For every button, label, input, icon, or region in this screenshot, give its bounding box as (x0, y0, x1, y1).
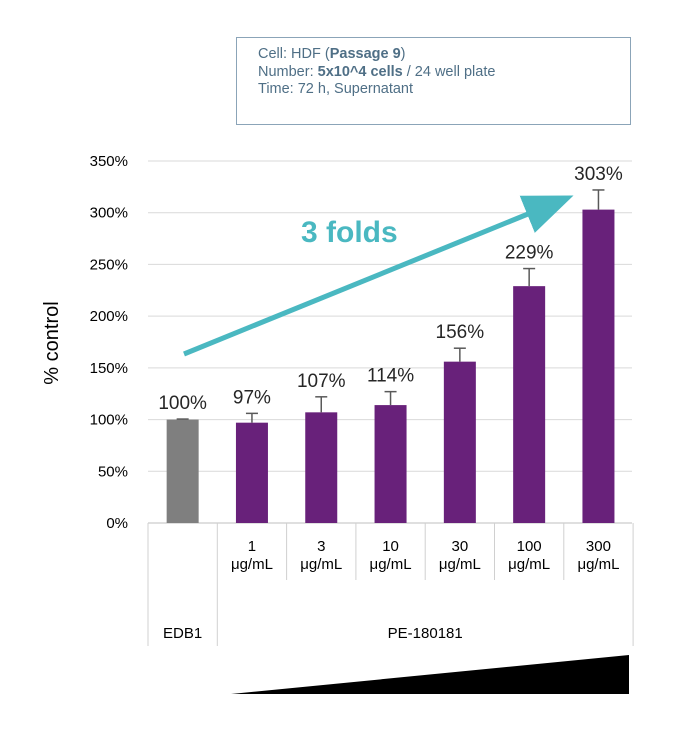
y-tick-label: 150% (90, 360, 128, 377)
info-line-time: Time: 72 h, Supernatant (258, 81, 414, 97)
x-tick-label: 30 (452, 538, 469, 555)
data-label: 229% (505, 243, 554, 264)
bar (443, 361, 476, 523)
bar (513, 286, 546, 523)
bar (305, 412, 338, 523)
info-line-number: Number: 5x10^4 cells / 24 well plate (258, 63, 496, 80)
data-label: 97% (233, 387, 271, 408)
x-tick-label: μg/mL (370, 556, 412, 573)
y-tick-labels: 0% 50% 100% 150% 200% 250% 300% 350% (90, 153, 128, 532)
x-tick-label: μg/mL (231, 556, 273, 573)
concentration-gradient-wedge (231, 655, 629, 694)
x-tick-label: μg/mL (577, 556, 619, 573)
data-label: 107% (297, 371, 346, 392)
x-tick-label: 1 (248, 538, 256, 555)
data-label: 303% (574, 164, 623, 185)
error-bars (176, 189, 605, 423)
y-tick-label: 0% (106, 515, 128, 532)
y-axis-label: % control (41, 301, 63, 384)
x-tick-label: 10 (382, 538, 399, 555)
info-line-cell: Cell: HDF (Passage 9) (258, 46, 406, 62)
trend-arrow (183, 195, 574, 357)
gridlines (148, 160, 632, 524)
fold-annotation: 3 folds (301, 216, 398, 249)
bar (166, 419, 199, 523)
bar (582, 209, 615, 523)
data-label: 114% (367, 366, 414, 387)
bar (235, 422, 268, 523)
experiment-info-box: Cell: HDF (Passage 9) Number: 5x10^4 cel… (236, 37, 631, 125)
x-tick-label: 300 (586, 538, 611, 555)
x-tick-label: μg/mL (508, 556, 550, 573)
y-tick-label: 100% (90, 412, 128, 429)
y-tick-label: 200% (90, 308, 128, 325)
x-tick-label: 3 (317, 538, 325, 555)
y-tick-label: 300% (90, 205, 128, 222)
group-label: PE-180181 (388, 625, 463, 642)
data-labels: 100% 97% 107% 114% 156% 229% 303% (158, 164, 623, 414)
data-label: 100% (158, 393, 207, 414)
y-tick-label: 50% (98, 463, 128, 480)
x-tick-label: μg/mL (300, 556, 342, 573)
group-label: EDB1 (163, 625, 202, 642)
bars (166, 209, 615, 523)
data-label: 156% (436, 322, 485, 343)
x-tick-label: μg/mL (439, 556, 481, 573)
y-tick-label: 250% (90, 256, 128, 273)
bar (374, 405, 407, 523)
x-tick-label: 100 (517, 538, 542, 555)
y-tick-label: 350% (90, 153, 128, 170)
x-axis-category-table: 1μg/mL3μg/mL10μg/mL30μg/mL100μg/mL300μg/… (147, 523, 634, 646)
